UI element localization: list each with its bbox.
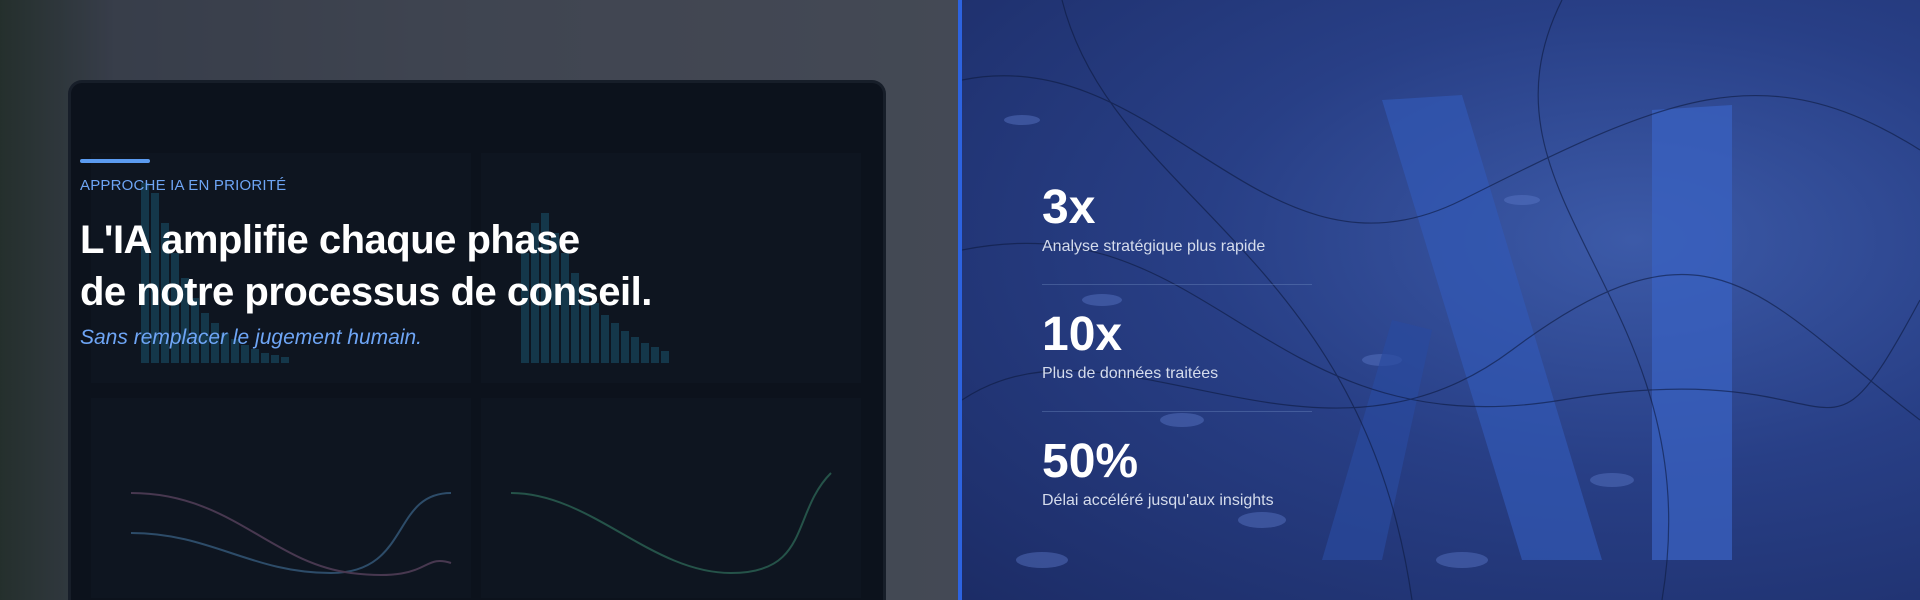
stat-item: 3x Analyse stratégique plus rapide [1042, 180, 1312, 258]
stat-item: 50% Délai accéléré jusqu'aux insights [1042, 434, 1312, 512]
stats-list: 3x Analyse stratégique plus rapide 10x P… [1042, 180, 1312, 512]
accent-divider [958, 0, 962, 600]
dashboard-panel [91, 398, 471, 598]
eyebrow-label: APPROCHE IA EN PRIORITÉ [80, 177, 287, 194]
hero-title-line-2: de notre processus de conseil. [80, 270, 652, 314]
stat-value: 3x [1042, 181, 1096, 234]
hero-subtitle: Sans remplacer le jugement humain. [80, 326, 423, 349]
dashboard-lines [130, 472, 832, 577]
ai-background-illustration [962, 0, 1920, 600]
dashboard-bars [141, 173, 289, 363]
stat-divider [1042, 284, 1312, 285]
stat-label: Analyse stratégique plus rapide [1042, 238, 1266, 255]
stat-item: 10x Plus de données traitées [1042, 307, 1312, 385]
stat-divider [1042, 411, 1312, 412]
dashboard-bars [521, 173, 669, 363]
photo-overlay [0, 0, 958, 600]
laptop-dashboard-photo [68, 80, 886, 600]
hero-right-panel: 3x Analyse stratégique plus rapide 10x P… [962, 0, 1920, 600]
hero-title-line-1: L'IA amplifie chaque phase [80, 218, 580, 262]
hero-title: L'IA amplifie chaque phase de notre proc… [80, 214, 652, 318]
eyebrow-accent-bar [80, 159, 150, 163]
hero-left-panel: APPROCHE IA EN PRIORITÉ L'IA amplifie ch… [0, 0, 958, 600]
stat-value: 50% [1042, 435, 1139, 488]
stat-value: 10x [1042, 308, 1123, 361]
stat-label: Délai accéléré jusqu'aux insights [1042, 492, 1274, 509]
stat-label: Plus de données traitées [1042, 365, 1219, 382]
